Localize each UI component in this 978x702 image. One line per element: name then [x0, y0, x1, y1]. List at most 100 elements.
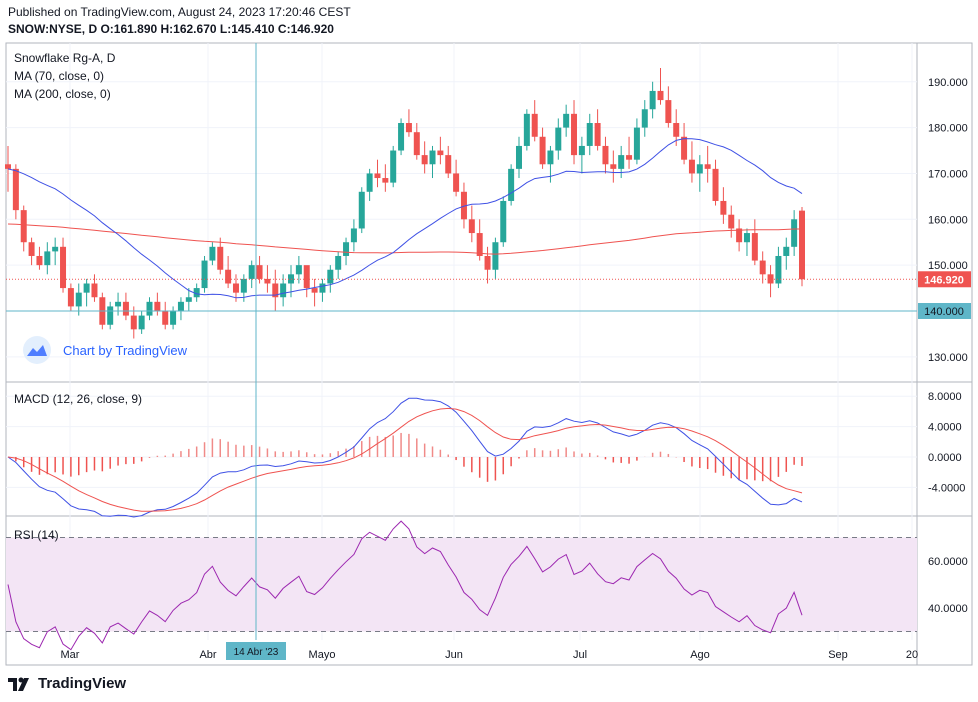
- candle-body: [60, 246, 67, 289]
- macd-axis-tick: 4.0000: [928, 422, 962, 434]
- candle-body: [547, 150, 554, 165]
- legend-symbol: Snowflake Rg-A, D: [14, 51, 116, 65]
- last-price-label: 146.920: [924, 274, 964, 286]
- candle-body: [12, 168, 19, 211]
- candle-body: [555, 127, 562, 151]
- time-axis-label: Sep: [828, 649, 848, 661]
- candle-body: [154, 301, 161, 311]
- rsi-line: [7, 520, 803, 651]
- candle-body: [295, 265, 302, 275]
- candle-body: [20, 210, 27, 243]
- candle-body: [437, 150, 444, 156]
- candle-body: [688, 159, 695, 174]
- candle-body: [390, 150, 397, 183]
- candle-body: [374, 173, 381, 179]
- candle-body: [36, 255, 43, 266]
- time-axis-label: Jun: [445, 649, 463, 661]
- candle-body: [248, 265, 255, 279]
- crosshair-time-label: 14 Abr '23: [234, 647, 279, 658]
- last-price-badge: [918, 271, 971, 288]
- candle-body: [783, 246, 790, 256]
- candle-body: [358, 191, 365, 229]
- candle-body: [618, 155, 625, 169]
- candle-body: [5, 164, 11, 169]
- macd-axis-tick: 8.0000: [928, 391, 962, 403]
- candle-body: [563, 113, 570, 128]
- candle-body: [515, 145, 522, 169]
- candle-body: [539, 136, 546, 165]
- candle-body: [610, 164, 617, 169]
- price-axis-tick: 180.000: [928, 123, 968, 135]
- rsi-axis-tick: 60.0000: [928, 556, 968, 568]
- candle-body: [240, 278, 247, 293]
- candle-body: [492, 242, 499, 270]
- candle-body: [571, 113, 578, 156]
- crosshair-price-badge: [918, 303, 971, 319]
- candle-body: [311, 288, 318, 293]
- candle-body: [743, 233, 750, 243]
- candle-body: [751, 233, 758, 261]
- tradingview-cloud-mark: [27, 345, 47, 356]
- candle-body: [578, 145, 585, 156]
- candle-body: [594, 123, 601, 146]
- candle-body: [523, 113, 530, 146]
- candle-body: [162, 311, 169, 325]
- crosshair-price-label: 140.000: [924, 306, 964, 318]
- candle-body: [460, 191, 467, 220]
- candle-body: [107, 306, 114, 325]
- tradingview-cloud-icon: [23, 336, 51, 364]
- candle-body: [366, 173, 373, 192]
- candle-body: [728, 214, 735, 229]
- candle-body: [319, 283, 326, 293]
- candle-body: [712, 168, 719, 201]
- time-axis-label: Ago: [690, 649, 710, 661]
- candle-body: [626, 155, 633, 160]
- time-axis-label: Jul: [573, 649, 587, 661]
- candle-body: [445, 155, 452, 174]
- candle-body: [327, 269, 334, 284]
- candle-body: [500, 200, 507, 243]
- crosshair-time-badge: [226, 642, 286, 660]
- candle-body: [398, 123, 405, 151]
- ohlc-line: SNOW:NYSE, D O:161.890 H:162.670 L:145.4…: [8, 22, 334, 36]
- tradingview-logo-icon: [8, 677, 29, 691]
- legend-macd: MACD (12, 26, close, 9): [14, 392, 142, 406]
- candle-body: [704, 164, 711, 169]
- candle-body: [193, 288, 200, 298]
- candle-body: [146, 301, 153, 316]
- legend-rsi: RSI (14): [14, 528, 59, 542]
- candle-body: [696, 164, 703, 174]
- time-axis-label: Mayo: [309, 649, 336, 661]
- candle-body: [91, 283, 98, 298]
- candle-body: [177, 301, 184, 311]
- watermark-text: Chart by TradingView: [63, 343, 188, 358]
- candle-body: [201, 260, 208, 289]
- candle-body: [736, 228, 743, 243]
- candle-body: [665, 100, 672, 124]
- candle-body: [767, 274, 774, 284]
- price-axis-tick: 150.000: [928, 260, 968, 272]
- candle-body: [138, 315, 145, 330]
- macd-axis-tick: 0.0000: [928, 452, 962, 464]
- price-axis-tick: 170.000: [928, 168, 968, 180]
- candle-body: [649, 90, 656, 110]
- published-line: Published on TradingView.com, August 24,…: [8, 5, 351, 19]
- candle-body: [799, 210, 805, 280]
- candle-body: [122, 301, 129, 316]
- price-axis-tick: 130.000: [928, 352, 968, 364]
- macd-line: [7, 397, 803, 518]
- time-axis-label: Abr: [199, 649, 216, 661]
- candle-body: [673, 123, 680, 137]
- candle-body: [453, 173, 460, 192]
- candle-body: [633, 127, 640, 160]
- candle-body: [170, 311, 177, 325]
- candle-body: [791, 219, 798, 247]
- macd-axis-tick: -4.0000: [928, 482, 965, 494]
- candle-body: [272, 283, 279, 298]
- candle-body: [217, 246, 224, 270]
- candle-body: [83, 283, 90, 293]
- tradingview-footer[interactable]: TradingView: [8, 675, 126, 692]
- candle-body: [225, 269, 232, 284]
- price-axis-tick: 190.000: [928, 77, 968, 89]
